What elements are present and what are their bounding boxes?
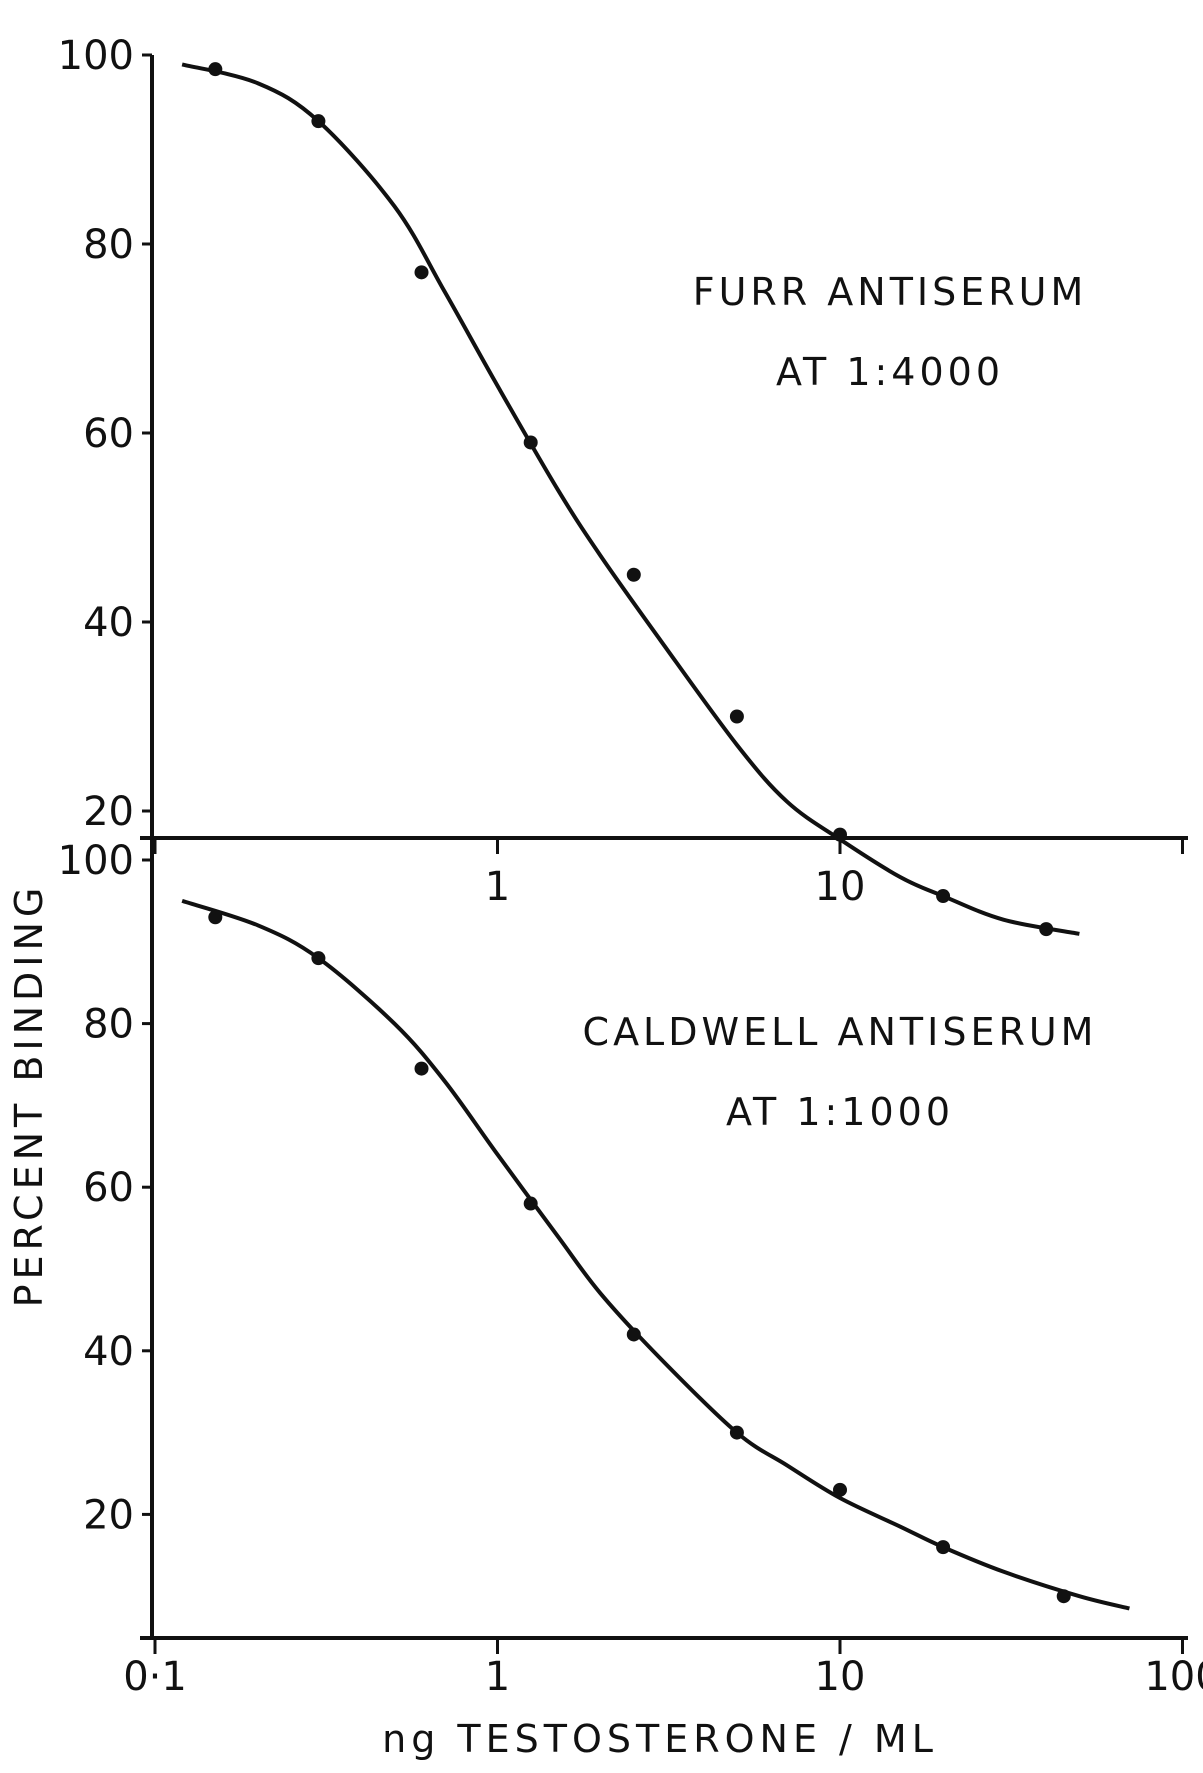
- chart-annotation: FURR ANTISERUM: [693, 270, 1088, 314]
- y-tick-label: 80: [83, 222, 134, 268]
- x-tick-label: 1: [485, 864, 510, 910]
- data-point: [208, 910, 223, 925]
- x-axis-title: ng TESTOSTERONE / ML: [382, 1717, 938, 1761]
- chart-panel-top: 20 40 60 80 100 1 10 FURR ANTISERUM AT 1:4000: [58, 33, 1188, 937]
- data-point: [626, 567, 641, 582]
- chart-annotation: CALDWELL ANTISERUM: [583, 1010, 1098, 1054]
- data-point: [311, 951, 326, 966]
- y-tick-label: 80: [83, 1002, 134, 1048]
- y-tick-label: 60: [83, 1165, 134, 1211]
- chart-annotation: AT 1:4000: [776, 350, 1004, 394]
- y-tick-label: 40: [83, 1329, 134, 1375]
- y-tick-label: 20: [83, 789, 134, 835]
- y-tick-label: 20: [83, 1492, 134, 1538]
- x-tick-label: 10: [815, 864, 866, 910]
- data-point: [729, 1425, 744, 1440]
- data-point: [523, 435, 538, 450]
- fit-curve: [181, 898, 1130, 1611]
- data-point: [936, 1540, 951, 1555]
- data-point: [414, 265, 429, 280]
- data-point: [1039, 922, 1054, 937]
- data-point: [729, 709, 744, 724]
- chart-annotation: AT 1:1000: [726, 1090, 954, 1134]
- y-tick-label: 40: [83, 600, 134, 646]
- x-tick-label: 100: [1144, 1654, 1203, 1700]
- y-tick-label: 100: [58, 33, 134, 79]
- y-axis-title: PERCENT BINDING: [7, 883, 51, 1308]
- fit-curve: [181, 62, 1080, 936]
- data-point: [414, 1061, 429, 1076]
- data-point: [833, 827, 847, 842]
- y-tick-label: 60: [83, 411, 134, 457]
- y-tick-label: 100: [58, 838, 134, 884]
- data-point: [936, 889, 951, 904]
- data-point: [523, 1196, 538, 1211]
- data-point: [208, 62, 223, 77]
- x-tick-label: 1: [485, 1654, 510, 1700]
- data-point: [311, 114, 326, 129]
- data-point: [833, 1482, 847, 1497]
- data-point: [1056, 1589, 1071, 1604]
- x-tick-label: 0·1: [123, 1654, 187, 1700]
- x-tick-label: 10: [815, 1654, 866, 1700]
- chart-panel-bottom: 20 40 60 80 100 0·1 1 10 100 CALDWELL ANTISERUM AT…: [58, 838, 1203, 1700]
- data-point: [626, 1327, 641, 1342]
